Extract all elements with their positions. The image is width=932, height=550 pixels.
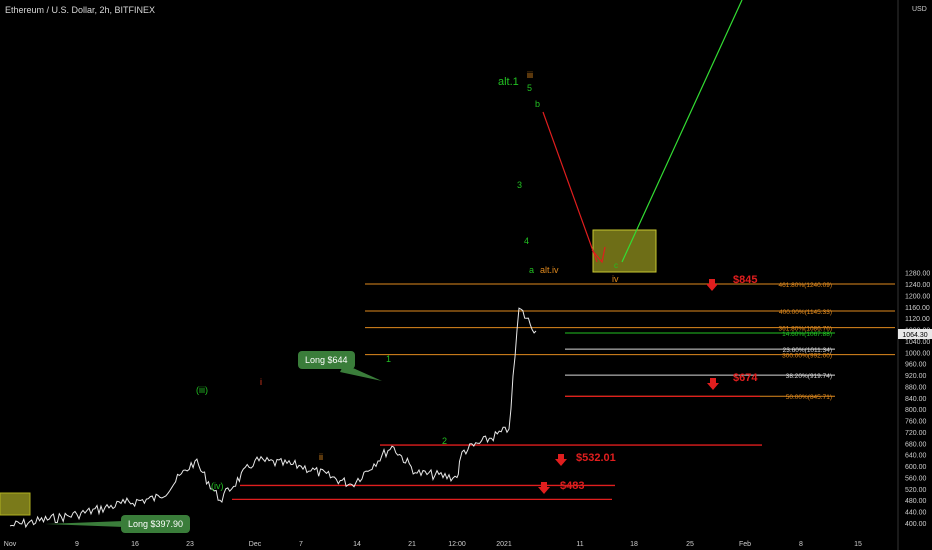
y-tick-label: 640.00 — [905, 453, 927, 460]
wave-label: alt.iv — [540, 265, 559, 275]
currency-label: USD — [912, 6, 927, 13]
x-tick-label: 9 — [75, 541, 79, 548]
fib-level-label: 14.60%(1067.88) — [782, 331, 832, 338]
wave-label: iii — [527, 70, 533, 80]
x-tick-label: 25 — [686, 541, 694, 548]
down-arrow-icon — [706, 279, 718, 291]
fib-level-label: 361.80%(1086.76) — [779, 326, 833, 333]
fib-level-label: 23.60%(1011.34) — [783, 347, 832, 354]
x-tick-label: 8 — [799, 541, 803, 548]
y-tick-label: 480.00 — [905, 498, 927, 505]
chart-title: Ethereum / U.S. Dollar, 2h, BITFINEX — [5, 5, 156, 15]
y-tick-label: 600.00 — [905, 464, 927, 471]
callout-long-397: Long $397.90 — [121, 515, 191, 533]
fib-level-label: 300.00%(992.00) — [782, 353, 832, 360]
fib-level-label: 461.80%(1240.09) — [779, 282, 833, 289]
y-tick-label: 800.00 — [905, 407, 927, 414]
x-tick-label: 14 — [353, 541, 361, 548]
down-arrow-icon — [707, 378, 719, 390]
target-box — [0, 492, 31, 516]
y-tick-label: 960.00 — [905, 362, 927, 369]
wave-label: i — [260, 377, 262, 387]
callout-pointer — [45, 521, 124, 527]
callout-long-644: Long $644 — [298, 351, 355, 369]
arrow-head-icon — [591, 246, 606, 264]
y-tick-label: 400.00 — [905, 521, 927, 528]
x-tick-label: 12:00 — [448, 541, 466, 548]
x-tick-label: 18 — [630, 541, 638, 548]
y-tick-label: 520.00 — [905, 487, 927, 494]
x-tick-label: 23 — [186, 541, 194, 548]
wave-label: 3 — [517, 180, 522, 190]
y-tick-label: 760.00 — [905, 419, 927, 426]
y-tick-label: 1160.00 — [905, 305, 930, 312]
y-tick-label: 920.00 — [905, 373, 927, 380]
x-tick-label: Dec — [249, 541, 262, 548]
price-line — [9, 307, 537, 529]
x-tick-label: 21 — [408, 541, 416, 548]
wave-label: (iii) — [196, 385, 208, 395]
x-tick-label: 16 — [131, 541, 139, 548]
wave-label: 5 — [527, 83, 532, 93]
target-zone-box — [592, 229, 657, 273]
wave-label: iv — [612, 274, 619, 284]
y-tick-label: 1200.00 — [905, 293, 930, 300]
projection-line-green — [621, 0, 743, 263]
wave-label: ii — [319, 452, 323, 462]
wave-label: 2 — [442, 436, 447, 446]
x-tick-label: Feb — [739, 541, 751, 548]
wave-label: b — [535, 99, 540, 109]
down-arrow-icon — [555, 454, 567, 466]
y-tick-label: 1120.00 — [905, 316, 930, 323]
fib-level-label: 38.20%(919.74) — [786, 373, 832, 380]
projection-line-red — [542, 111, 598, 263]
wave-label: alt.1 — [498, 76, 519, 88]
y-tick-label: 1240.00 — [905, 282, 930, 289]
y-tick-label: 560.00 — [905, 475, 927, 482]
x-tick-label: 15 — [854, 541, 862, 548]
x-tick-label: 2021 — [496, 541, 512, 548]
down-arrow-icon — [538, 482, 550, 494]
x-tick-label: 7 — [299, 541, 303, 548]
y-tick-label: 880.00 — [905, 384, 927, 391]
price-marker-label: 1064.30 — [902, 332, 927, 339]
wave-label: a — [529, 265, 534, 275]
x-tick-label: 11 — [576, 541, 583, 548]
price-marker-box — [898, 329, 932, 340]
wave-label: (iv) — [211, 481, 224, 491]
y-tick-label: 840.00 — [905, 396, 927, 403]
y-tick-label: 1040.00 — [905, 339, 930, 346]
fib-level-label: 50.00%(845.71) — [786, 394, 832, 401]
target-label: $532.01 — [576, 452, 616, 464]
y-tick-label: 1280.00 — [905, 271, 930, 278]
fib-level-label: 400.00%(1145.33) — [779, 309, 832, 316]
wave-label: 4 — [524, 236, 529, 246]
x-tick-label: Nov — [4, 541, 17, 548]
y-tick-label: 440.00 — [905, 510, 927, 517]
wave-label: 1 — [386, 354, 391, 364]
y-tick-label: 1000.00 — [905, 350, 930, 357]
target-label: $845 — [733, 274, 757, 286]
y-tick-label: 680.00 — [905, 441, 927, 448]
target-label: $483 — [560, 480, 584, 492]
target-label: $674 — [733, 372, 758, 384]
y-tick-label: 720.00 — [905, 430, 927, 437]
wave-label: c — [614, 261, 618, 270]
